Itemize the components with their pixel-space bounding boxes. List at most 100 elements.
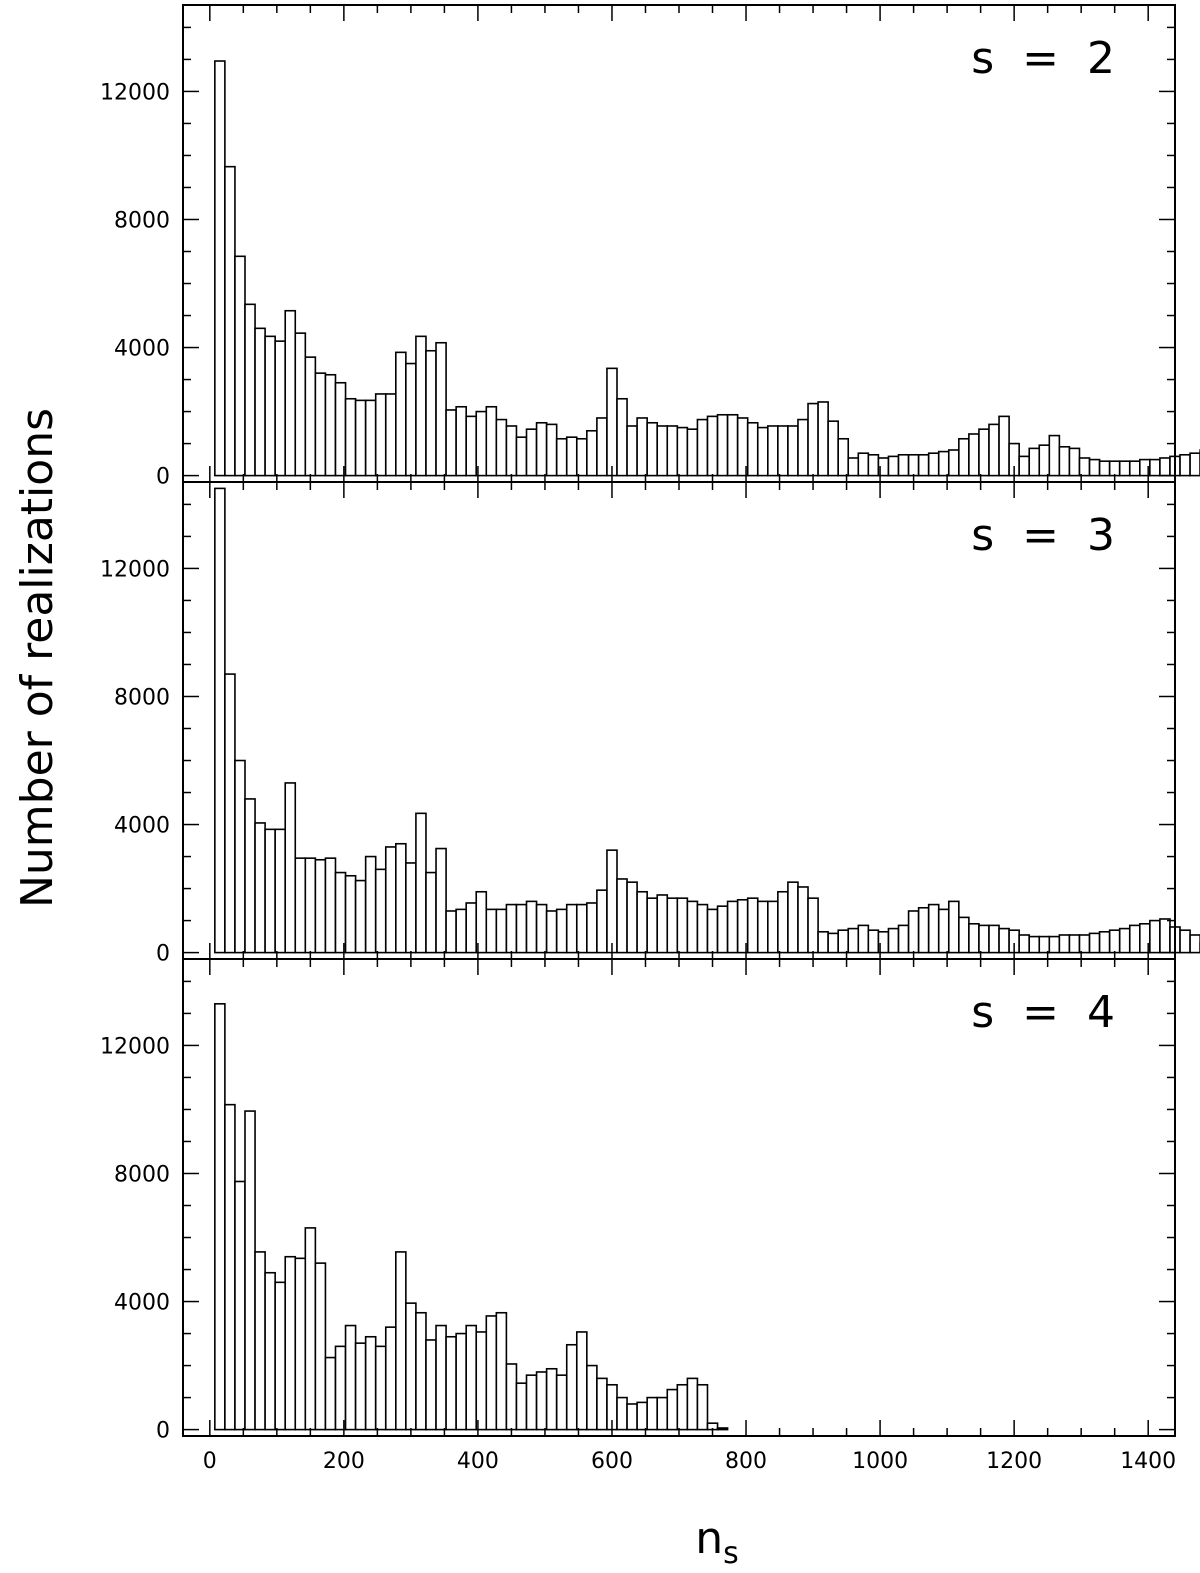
histogram-bar <box>545 1367 558 1431</box>
histogram-bar <box>485 405 498 477</box>
histogram-bar <box>214 60 226 477</box>
histogram-bar <box>1179 929 1191 954</box>
histogram-bar <box>1058 445 1071 477</box>
histogram-bar <box>324 1356 337 1431</box>
y-axis-title: Number of realizations <box>12 408 63 908</box>
histogram-bar <box>616 397 628 477</box>
histogram-bar <box>395 351 407 477</box>
histogram-bar <box>998 415 1010 477</box>
histogram-bar <box>978 428 990 477</box>
histogram-bar <box>696 418 709 477</box>
histogram-bar <box>254 1251 266 1431</box>
histogram-bar <box>827 420 839 477</box>
histogram-bar <box>495 1311 508 1431</box>
histogram-bar <box>797 418 809 477</box>
histogram-bar <box>264 828 276 954</box>
histogram-bar <box>384 393 397 477</box>
histogram-bar <box>435 1324 447 1431</box>
histogram-bar <box>837 437 850 477</box>
histogram-bar <box>867 453 880 477</box>
histogram-bar <box>787 881 799 954</box>
histogram-bar <box>435 847 447 954</box>
histogram-bar <box>837 929 850 954</box>
histogram-bar <box>686 900 699 954</box>
histogram-bar <box>676 426 689 477</box>
histogram-bar <box>214 487 226 954</box>
histogram-bar <box>937 908 950 954</box>
histogram-bar <box>354 879 367 954</box>
histogram-bar <box>927 903 940 954</box>
histogram-bar <box>344 874 357 954</box>
histogram-bar <box>535 421 548 477</box>
histogram-bar <box>1058 934 1071 954</box>
histogram-bar <box>887 455 900 477</box>
histogram-bar <box>847 927 860 954</box>
histogram-bar <box>395 842 407 954</box>
histogram-bar <box>455 908 467 954</box>
x-tick-label: 200 <box>323 1449 365 1474</box>
histogram-bar <box>596 889 608 954</box>
histogram-bar <box>1098 460 1111 477</box>
histogram-bar <box>867 929 880 954</box>
histogram-bar <box>746 421 759 477</box>
histogram-bar <box>1088 458 1101 477</box>
histogram-bar <box>817 401 829 477</box>
histogram-bar <box>525 1374 538 1431</box>
x-tick-label: 0 <box>203 1449 217 1474</box>
histogram-bar <box>395 1251 407 1431</box>
histogram-bar <box>334 871 347 954</box>
histogram-bar <box>465 1324 478 1431</box>
y-tick-label: 12000 <box>100 1034 170 1059</box>
histogram-bar <box>1098 930 1111 954</box>
histogram-bar <box>706 908 719 954</box>
histogram-bar <box>264 1271 276 1431</box>
histogram-bar <box>626 1403 638 1431</box>
histogram-bar <box>324 373 337 477</box>
histogram-bar <box>294 1257 307 1431</box>
histogram-bar <box>756 900 769 954</box>
histogram-bar <box>545 423 558 477</box>
histogram-bar <box>224 1103 236 1431</box>
histogram-bar <box>565 903 578 954</box>
histogram-bar <box>968 922 980 954</box>
x-tick-label: 1400 <box>1120 1449 1176 1474</box>
histogram-bar <box>274 828 287 954</box>
histogram-bar <box>887 927 900 954</box>
histogram-bar <box>374 1345 387 1431</box>
histogram-bar <box>284 1255 297 1431</box>
histogram-bar <box>1128 460 1141 477</box>
y-tick-label: 8000 <box>114 686 170 711</box>
histogram-bar <box>746 897 759 954</box>
histogram-bar <box>254 822 266 954</box>
histogram-bar <box>1078 457 1091 477</box>
histogram-bar <box>1068 447 1081 477</box>
histogram-bar <box>686 1377 699 1431</box>
histogram-bar <box>525 428 538 477</box>
histogram-bar <box>726 413 739 477</box>
histogram-bar <box>817 930 829 954</box>
histogram-bar <box>314 1262 327 1431</box>
histogram-bar <box>374 393 387 477</box>
histogram-bar <box>656 1396 669 1431</box>
histogram-bar <box>274 340 287 477</box>
histogram-bar <box>666 1388 679 1431</box>
x-tick-label: 600 <box>591 1449 633 1474</box>
y-tick-label: 4000 <box>114 337 170 362</box>
histogram-bar <box>726 900 739 954</box>
y-tick-label: 8000 <box>114 1163 170 1188</box>
panel-label: s = 3 <box>971 510 1115 561</box>
histogram-bar <box>405 862 417 954</box>
histogram-bar <box>405 1302 417 1431</box>
histogram-bar <box>264 335 276 477</box>
histogram-bar <box>425 1339 437 1431</box>
histogram-bar <box>324 857 337 954</box>
histogram-bar <box>284 782 297 954</box>
histogram-bar <box>1108 460 1121 477</box>
histogram-bar <box>988 423 1000 477</box>
histogram-bar <box>224 673 236 954</box>
histogram-bar <box>224 165 236 477</box>
histogram-bar <box>555 1374 568 1431</box>
histogram-bar <box>1149 458 1161 477</box>
histogram-bar <box>646 421 659 477</box>
panel-label: s = 2 <box>971 33 1115 84</box>
